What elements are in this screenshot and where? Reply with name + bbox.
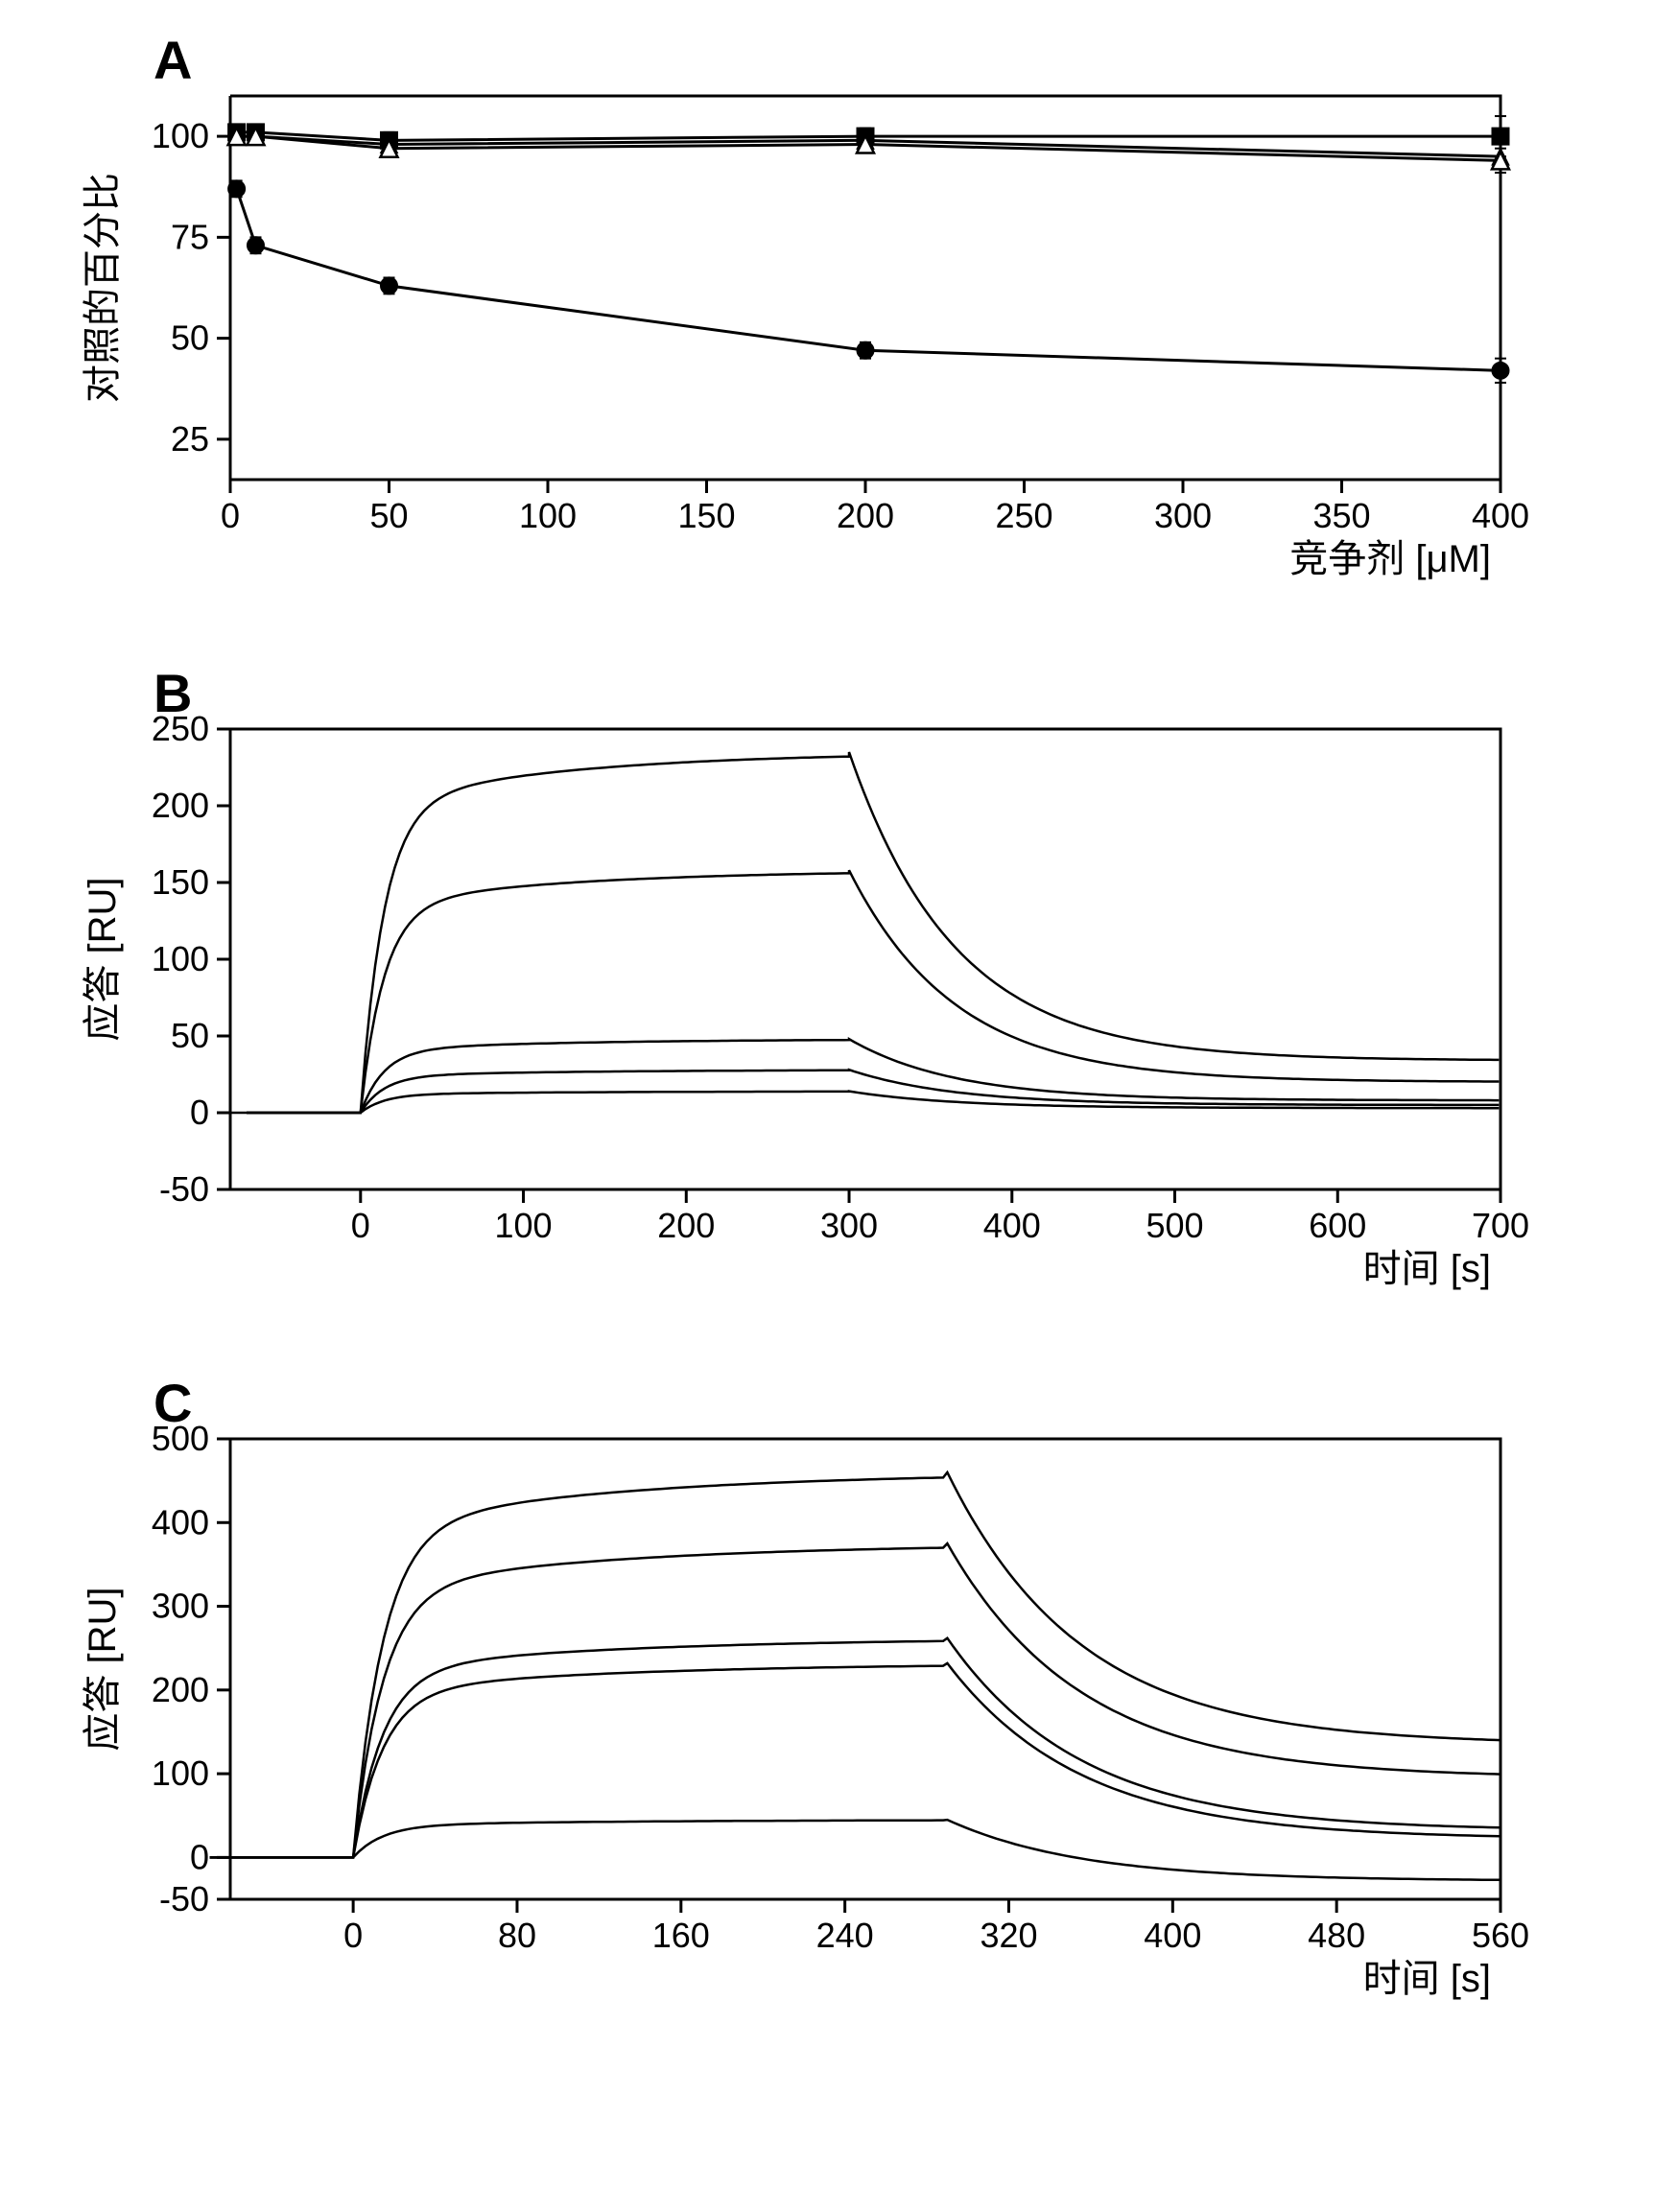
svg-text:80: 80 xyxy=(498,1916,536,1955)
panel-c: C 080160240320400480560时间 [s]-5001002003… xyxy=(38,1381,1616,2053)
svg-text:0: 0 xyxy=(221,496,240,535)
svg-text:-50: -50 xyxy=(159,1879,209,1918)
svg-text:200: 200 xyxy=(152,786,209,825)
panel-b-label: B xyxy=(154,662,192,724)
svg-text:25: 25 xyxy=(171,419,209,459)
svg-text:50: 50 xyxy=(369,496,408,535)
svg-text:0: 0 xyxy=(190,1093,209,1132)
svg-text:350: 350 xyxy=(1312,496,1370,535)
svg-text:400: 400 xyxy=(1472,496,1529,535)
svg-text:0: 0 xyxy=(351,1206,370,1245)
svg-text:应答 [RU]: 应答 [RU] xyxy=(82,1587,124,1751)
svg-text:100: 100 xyxy=(152,1753,209,1793)
svg-text:-50: -50 xyxy=(159,1169,209,1209)
figure-container: A 050100150200250300350400竞争剂 [μM]255075… xyxy=(38,38,1616,2053)
svg-text:240: 240 xyxy=(816,1916,874,1955)
svg-text:600: 600 xyxy=(1309,1206,1366,1245)
svg-text:竞争剂 [μM]: 竞争剂 [μM] xyxy=(1289,538,1491,580)
svg-text:400: 400 xyxy=(983,1206,1041,1245)
svg-text:200: 200 xyxy=(657,1206,715,1245)
panel-a: A 050100150200250300350400竞争剂 [μM]255075… xyxy=(38,38,1616,633)
svg-text:100: 100 xyxy=(152,116,209,155)
svg-text:0: 0 xyxy=(343,1916,363,1955)
svg-text:300: 300 xyxy=(1154,496,1212,535)
svg-text:400: 400 xyxy=(152,1502,209,1541)
svg-text:200: 200 xyxy=(152,1670,209,1709)
svg-text:480: 480 xyxy=(1308,1916,1365,1955)
svg-text:320: 320 xyxy=(980,1916,1037,1955)
svg-text:300: 300 xyxy=(820,1206,878,1245)
svg-text:700: 700 xyxy=(1472,1206,1529,1245)
svg-text:50: 50 xyxy=(171,1016,209,1055)
svg-text:对照的百分比: 对照的百分比 xyxy=(82,173,124,403)
svg-text:560: 560 xyxy=(1472,1916,1529,1955)
svg-text:100: 100 xyxy=(152,939,209,978)
svg-text:75: 75 xyxy=(171,217,209,256)
chart-c-svg: 080160240320400480560时间 [s]-500100200300… xyxy=(38,1381,1616,2053)
chart-a-svg: 0 50 100 150 200 250 300 350 400竞争剂 [μM] 25 50 75 10… xyxy=(38,38,1616,633)
svg-text:200: 200 xyxy=(837,496,894,535)
svg-text:时间 [s]: 时间 [s] xyxy=(1363,1958,1491,2000)
svg-text:500: 500 xyxy=(1146,1206,1203,1245)
svg-text:400: 400 xyxy=(1144,1916,1201,1955)
svg-text:0: 0 xyxy=(190,1837,209,1876)
svg-text:100: 100 xyxy=(494,1206,552,1245)
svg-text:250: 250 xyxy=(995,496,1052,535)
panel-b: B 0100200300400500600700时间 [s]-500501001… xyxy=(38,671,1616,1343)
svg-text:160: 160 xyxy=(652,1916,710,1955)
svg-text:50: 50 xyxy=(171,318,209,358)
svg-text:应答 [RU]: 应答 [RU] xyxy=(82,877,124,1041)
svg-text:150: 150 xyxy=(677,496,735,535)
chart-b-svg: 0 100 200 300 400 500 600 700时间 [s] -50 0 50 100 150… xyxy=(38,671,1616,1343)
panel-c-label: C xyxy=(154,1372,192,1434)
svg-text:100: 100 xyxy=(519,496,577,535)
panel-a-label: A xyxy=(154,29,192,91)
svg-text:时间 [s]: 时间 [s] xyxy=(1363,1248,1491,1290)
svg-text:150: 150 xyxy=(152,862,209,902)
svg-text:300: 300 xyxy=(152,1587,209,1626)
